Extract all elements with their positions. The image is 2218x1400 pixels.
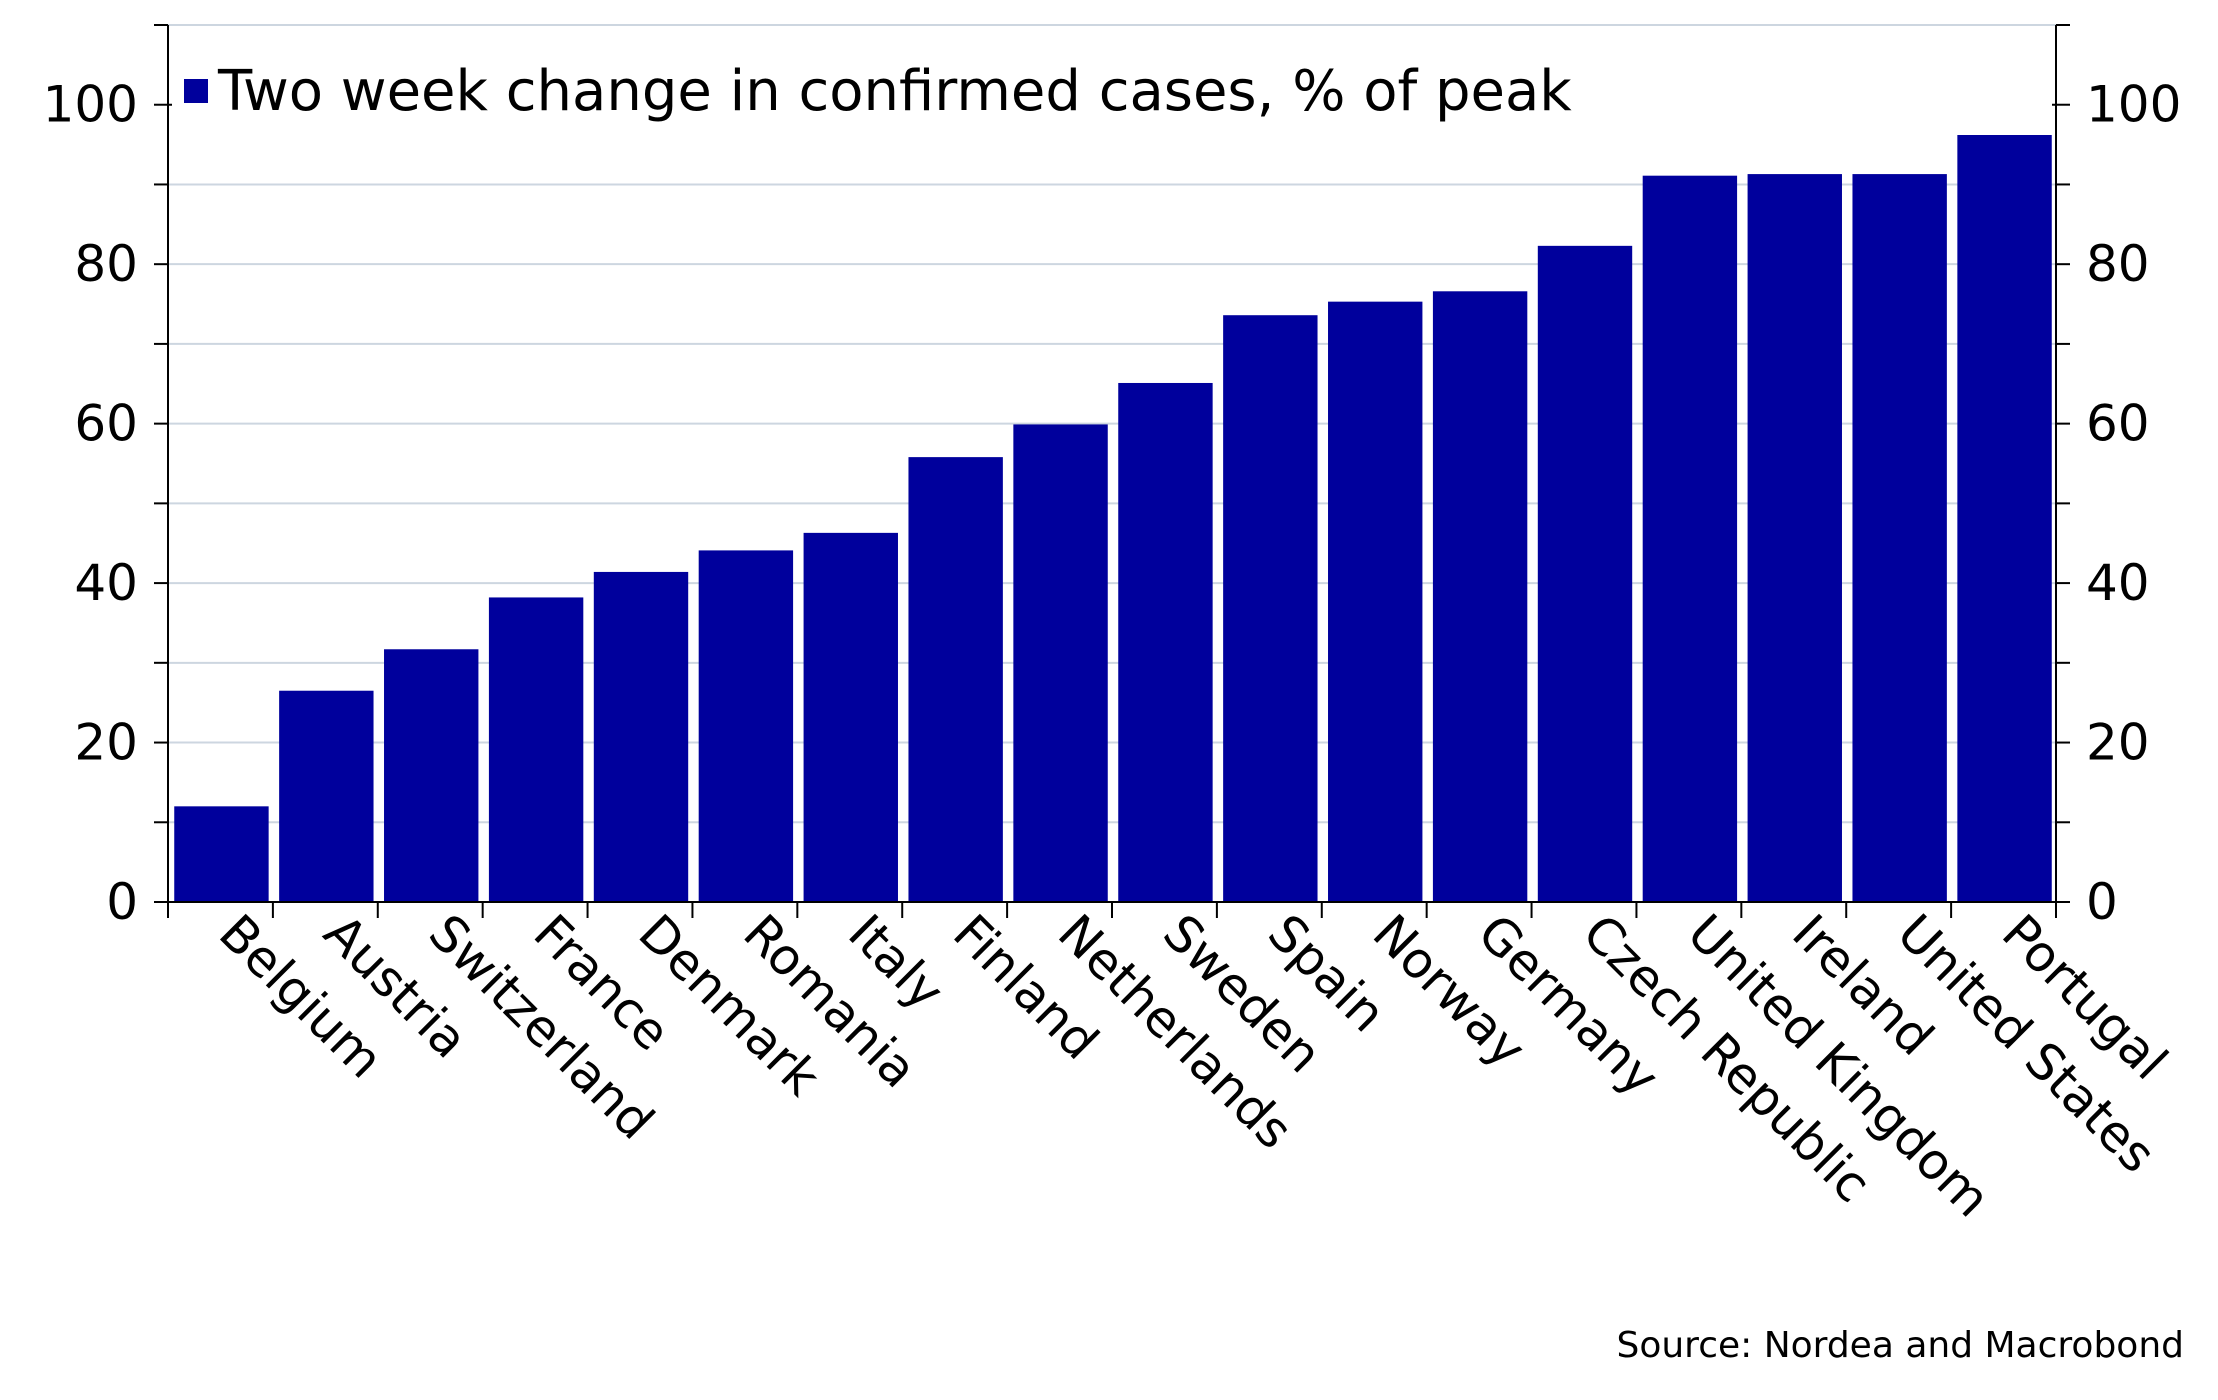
- y-tick-label-right: 60: [2086, 395, 2150, 453]
- bar: [1537, 245, 1633, 902]
- axes: [154, 24, 2070, 918]
- bar: [1118, 382, 1213, 902]
- x-axis-category-labels: BelgiumAustriaSwitzerlandFranceDenmarkRo…: [208, 903, 2179, 1228]
- y-tick-label-left: 0: [106, 873, 138, 931]
- y-tick-label-left: 60: [74, 395, 138, 453]
- y-tick-label-left: 80: [74, 235, 138, 293]
- bar: [384, 649, 479, 902]
- legend-label: Two week change in confirmed cases, % of…: [217, 59, 1572, 124]
- y-tick-label-right: 0: [2086, 873, 2118, 931]
- legend-swatch: [184, 79, 208, 103]
- y-tick-label-right: 20: [2086, 714, 2150, 772]
- bar: [698, 550, 794, 902]
- bar: [1013, 424, 1108, 902]
- legend: Two week change in confirmed cases, % of…: [172, 59, 2052, 135]
- bar: [1328, 301, 1423, 902]
- bar: [1223, 315, 1318, 902]
- bar: [908, 457, 1003, 902]
- bar: [1432, 291, 1528, 903]
- y-axis-left-ticks: 0 20 40 60 80 100: [43, 76, 138, 931]
- bar: [1852, 174, 1947, 903]
- y-tick-label-left: 20: [74, 714, 138, 772]
- y-tick-label-left: 40: [74, 554, 138, 612]
- bar: [1747, 174, 1842, 903]
- y-tick-label-right: 100: [2086, 76, 2181, 134]
- y-tick-label-right: 40: [2086, 554, 2150, 612]
- y-tick-label-left: 100: [43, 76, 138, 134]
- bar: [279, 690, 374, 902]
- bar: [803, 532, 898, 902]
- source-note: Source: Nordea and Macrobond: [1616, 1325, 2184, 1366]
- gridlines: [168, 24, 2056, 824]
- bar: [174, 806, 269, 902]
- bar: [1642, 175, 1738, 902]
- y-tick-label-right: 80: [2086, 235, 2150, 293]
- bars: [174, 104, 2052, 903]
- legend-bg: [172, 60, 2052, 135]
- y-axis-right-ticks: 0 20 40 60 80 100: [2086, 76, 2181, 931]
- bar: [593, 571, 689, 902]
- bar: [1957, 104, 2052, 902]
- bar: [488, 597, 584, 902]
